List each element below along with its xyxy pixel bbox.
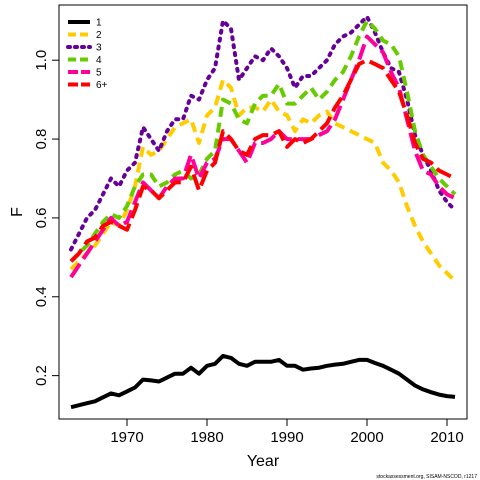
y-tick-label: 0.2 [33,365,50,386]
series-line-6 [69,58,456,263]
series-layer [69,14,457,410]
legend-label-1: 1 [96,18,102,29]
y-tick-label: 0.8 [33,129,50,150]
x-tick-label: 2010 [430,429,463,446]
legend-label-3: 3 [96,43,102,54]
y-tick-label: 1.0 [33,50,50,71]
credit-text: stockassessment.org, SISAM-NSCOD, r1217 [376,474,477,480]
x-tick-label: 1970 [110,429,143,446]
series-line-4 [69,18,457,263]
y-tick-label: 0.4 [33,286,50,307]
y-axis-title: F [9,207,26,217]
legend-label-2: 2 [96,30,102,41]
x-tick-label: 1980 [190,429,223,446]
x-axis: 1970 1980 1990 2000 2010 [110,419,464,446]
series-line-3 [69,14,457,252]
series-line-2 [69,77,457,283]
legend-label-5: 5 [96,68,102,79]
legend-label-6: 6+ [96,80,108,91]
x-tick-label: 1990 [270,429,303,446]
x-tick-label: 2000 [350,429,383,446]
plot-frame [58,4,468,420]
y-tick-label: 0.6 [33,207,50,228]
series-line-5 [69,34,456,279]
y-axis: 0.2 0.4 0.6 0.8 1.0 [33,50,59,386]
x-axis-title: Year [247,453,280,470]
legend-label-4: 4 [96,55,102,66]
series-line-1 [70,353,456,410]
legend: 12 34 56+ [66,18,108,91]
